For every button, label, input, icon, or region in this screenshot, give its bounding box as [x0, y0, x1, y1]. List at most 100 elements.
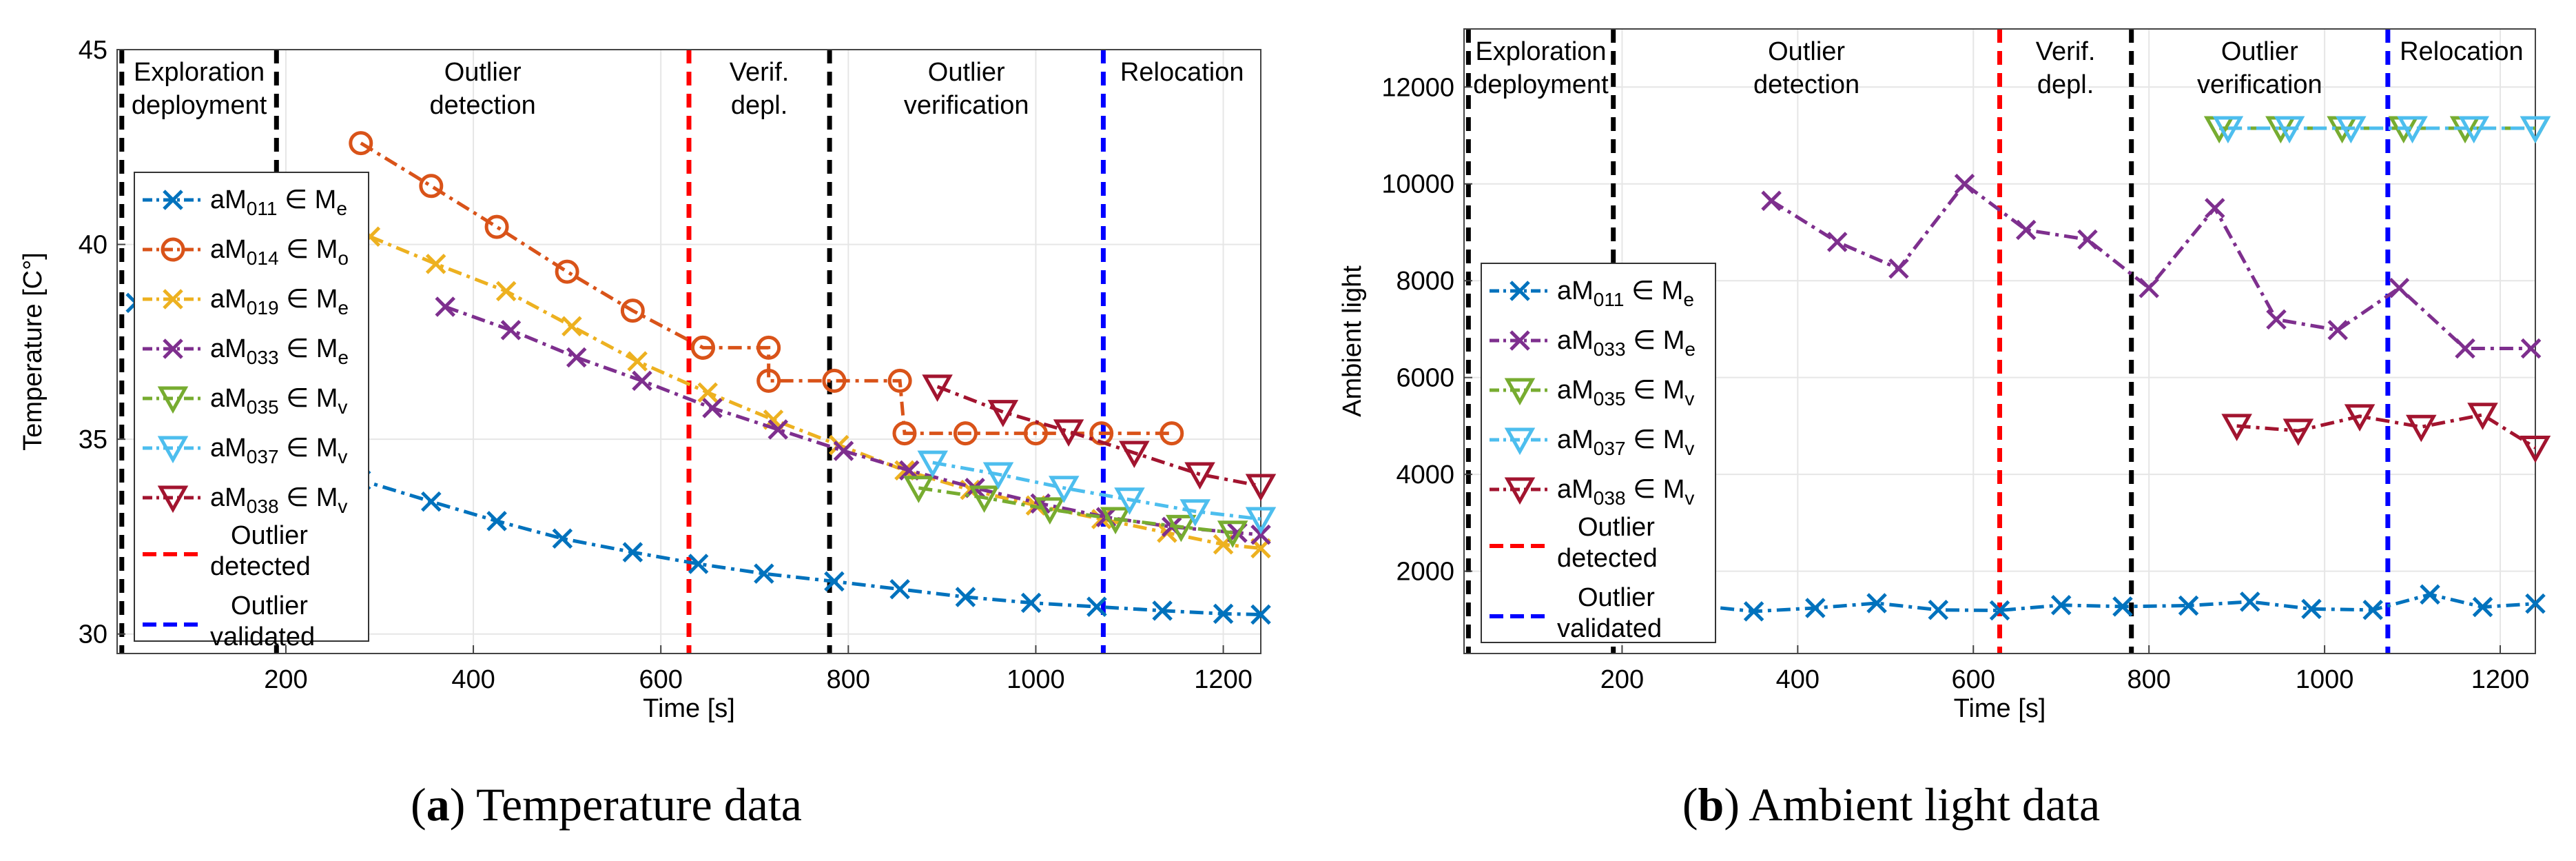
legend-label-part: ∈ M [1626, 475, 1685, 504]
y-tick-label: 6000 [1396, 364, 1454, 393]
triangle-marker [917, 450, 949, 478]
legend-label-part: v [338, 496, 347, 517]
x-tick-label: 600 [639, 665, 682, 694]
legend-label: Outlier [231, 521, 308, 550]
legend-label-part: 035 [1594, 388, 1626, 409]
legend-label-part: ∈ M [279, 285, 338, 314]
legend-label-part: e [338, 347, 349, 368]
x-marker [1928, 600, 1949, 620]
x-marker [2239, 591, 2260, 612]
x-marker [435, 296, 455, 317]
phase-label: deployment [132, 91, 267, 120]
legend-label-part: ∈ M [279, 235, 338, 264]
triangle-marker [1119, 440, 1150, 469]
phase-label: Outlier [444, 58, 522, 87]
circle-marker [349, 131, 373, 156]
x-tick-label: 400 [1776, 665, 1820, 694]
triangle-marker [2336, 116, 2367, 144]
legend-label: aM038 ∈ Mv [1557, 475, 1694, 509]
x-marker [1954, 173, 1975, 194]
x-tick-label: 200 [1600, 665, 1644, 694]
circle-marker [555, 259, 579, 284]
x-marker [1509, 330, 1530, 351]
x-marker [1152, 600, 1173, 621]
legend-label: validated [1557, 614, 1662, 643]
caption-a: (a) Temperature data [411, 778, 802, 831]
legend-label: validated [210, 622, 315, 651]
x-tick-label: 600 [1952, 665, 1995, 694]
series-line [369, 234, 1261, 550]
y-tick-label: 12000 [1381, 73, 1454, 102]
legend-label-part: aM [210, 483, 247, 512]
triangle-marker [2406, 414, 2437, 443]
circle-marker [756, 335, 781, 360]
triangle-marker [982, 462, 1014, 490]
triangle-marker [922, 374, 953, 402]
x-marker [2389, 277, 2410, 298]
legend-label-part: e [338, 297, 349, 318]
legend-label-part: 035 [247, 396, 279, 418]
legend-label: aM035 ∈ Mv [210, 384, 347, 418]
x-marker [688, 554, 709, 574]
x-marker [495, 281, 517, 302]
x-marker [697, 382, 718, 403]
x-marker [1761, 190, 1782, 212]
legend-label-part: 011 [247, 198, 278, 219]
triangle-marker [1217, 520, 1248, 548]
legend-label-part: v [1684, 487, 1694, 509]
x-marker [2205, 198, 2225, 219]
legend-label: aM011 ∈ Me [210, 185, 347, 219]
legend-label-part: 033 [247, 347, 279, 368]
legend-label-part: e [336, 198, 347, 219]
x-marker [632, 370, 652, 392]
phase-label: Relocation [1120, 58, 1244, 87]
series-line [1770, 181, 2531, 351]
legend-label-part: 038 [1594, 487, 1626, 509]
circle-marker [953, 421, 978, 446]
x-marker [2455, 338, 2475, 359]
triangle-marker [1504, 378, 1536, 406]
x-marker [2525, 593, 2546, 614]
legend-label-part: aM [210, 185, 247, 214]
legend-label-part: ∈ M [279, 434, 338, 463]
plot-area [1463, 28, 2536, 654]
x-marker [421, 491, 442, 512]
x-marker [702, 398, 723, 418]
x-marker [2301, 598, 2322, 620]
phase-label: detection [1753, 70, 1859, 99]
legend-label-part: ∈ M [1626, 326, 1685, 355]
x-marker [833, 440, 854, 461]
legend-label-part: e [1683, 289, 1694, 310]
legend-label-part: ∈ M [277, 185, 336, 214]
x-marker [754, 563, 774, 584]
legend-label-part: aM [210, 384, 247, 413]
y-tick-label: 8000 [1396, 267, 1454, 296]
triangle-marker [2520, 436, 2551, 463]
y-tick-label: 2000 [1396, 558, 1454, 587]
chart-panel-a: 200 400 600 800 1000 1200 30 35 40 45 Time [s] Temp… [19, 36, 1277, 723]
legend-label-part: ∈ M [279, 334, 338, 363]
caption-b-text: Ambient light data [1749, 778, 2100, 831]
x-marker [767, 419, 789, 440]
legend-label: Outlier [1578, 513, 1655, 542]
phase-label: deployment [1473, 70, 1609, 99]
circle-marker [419, 174, 444, 199]
x-marker [2077, 229, 2098, 250]
triangle-marker [2467, 403, 2498, 430]
triangle-marker [1504, 427, 1536, 456]
triangle-marker [157, 485, 189, 514]
legend-label-part: aM [210, 334, 247, 363]
legend-label-part: o [338, 247, 349, 269]
x-tick-label: 1200 [2471, 665, 2530, 694]
legend-label-part: ∈ M [279, 384, 338, 413]
x-marker [566, 347, 587, 368]
legend-label-part: aM [1557, 276, 1594, 305]
caption-b: (b) Ambient light data [1682, 778, 2100, 831]
phase-label: detection [430, 91, 536, 120]
triangle-marker [903, 476, 934, 503]
legend-label-part: v [1684, 388, 1694, 409]
legend-label-part: aM [1557, 425, 1594, 454]
triangle-marker [1053, 419, 1084, 447]
legend-label-part: ∈ M [1626, 376, 1685, 405]
